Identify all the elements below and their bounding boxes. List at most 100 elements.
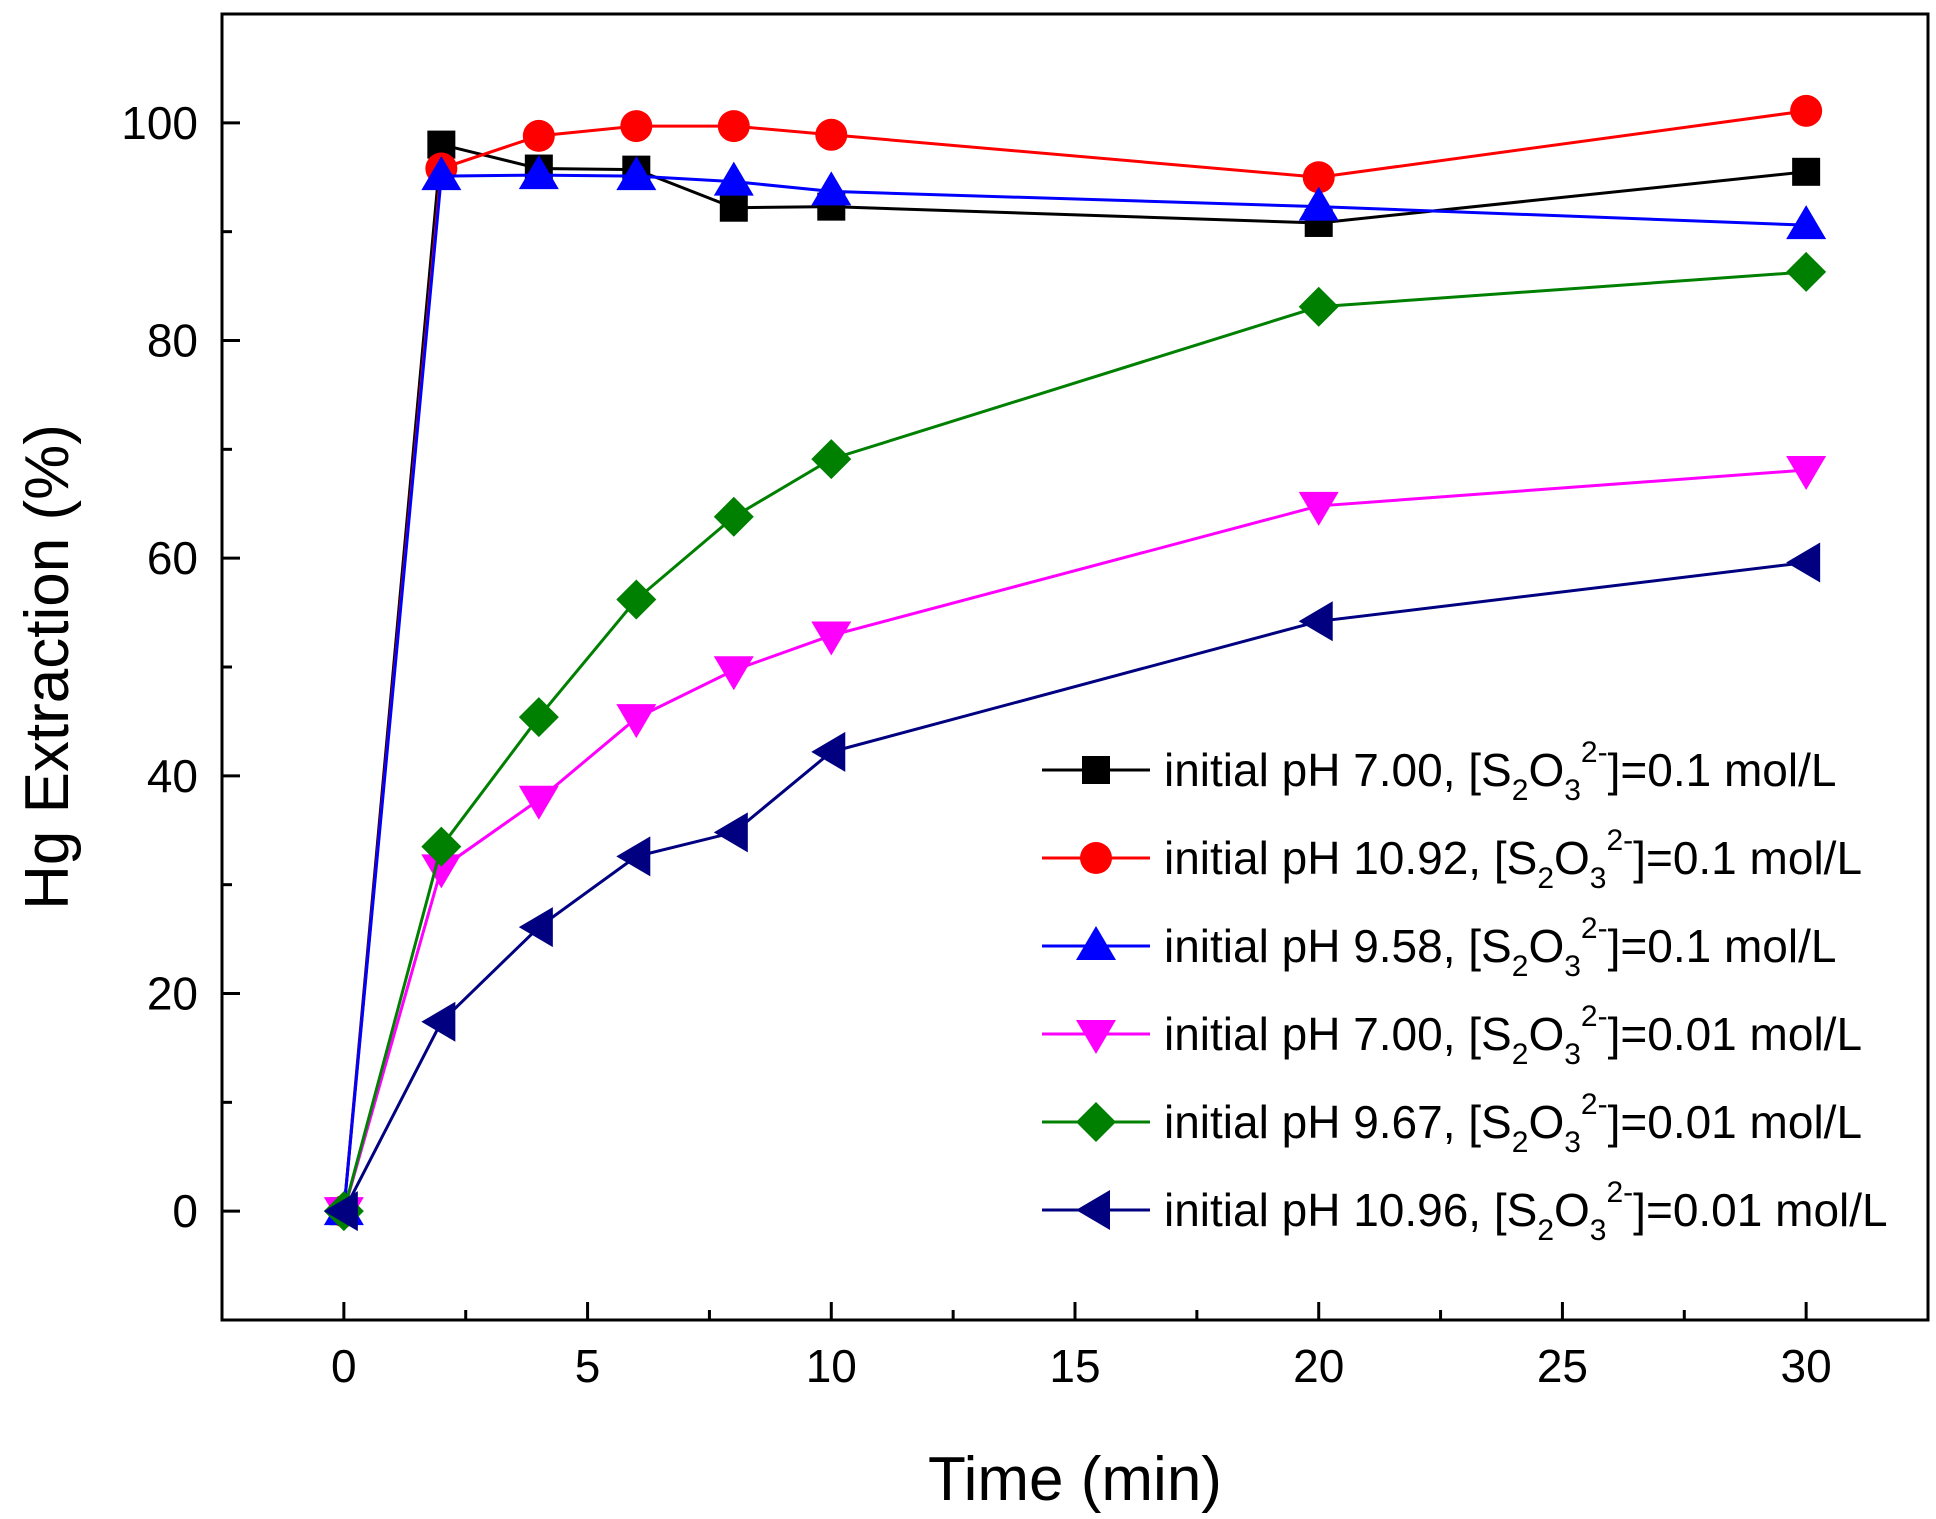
legend-prefix: initial pH 9.67, [S bbox=[1164, 1096, 1512, 1148]
data-point bbox=[421, 156, 462, 191]
legend-prefix: initial pH 9.58, [S bbox=[1164, 920, 1512, 972]
data-point bbox=[1298, 286, 1339, 327]
legend-oxygen: O bbox=[1554, 832, 1590, 884]
legend-suffix: ]=0.1 mol/L bbox=[1633, 832, 1862, 884]
data-point bbox=[1080, 842, 1112, 874]
data-point bbox=[811, 439, 852, 480]
y-tick-label: 100 bbox=[121, 97, 198, 149]
y-tick-label: 20 bbox=[147, 968, 198, 1020]
series-6 bbox=[323, 542, 1821, 1232]
data-point bbox=[620, 110, 653, 143]
data-point bbox=[1792, 157, 1821, 186]
y-tick-label: 60 bbox=[147, 532, 198, 584]
legend-superscript: 2- bbox=[1606, 1176, 1633, 1209]
legend-suffix: ]=0.01 mol/L bbox=[1608, 1008, 1862, 1060]
legend-label: initial pH 7.00, [S2O32-]=0.01 mol/L bbox=[1164, 1000, 1862, 1071]
data-point bbox=[717, 110, 750, 143]
data-point bbox=[713, 656, 754, 691]
data-point bbox=[616, 704, 657, 739]
legend-superscript: 2- bbox=[1581, 736, 1608, 769]
legend-label: initial pH 7.00, [S2O32-]=0.1 mol/L bbox=[1164, 736, 1836, 807]
legend-subscript: 2 bbox=[1512, 950, 1529, 983]
legend-subscript: 3 bbox=[1590, 1214, 1607, 1247]
data-point bbox=[616, 579, 657, 620]
series-line bbox=[342, 142, 1807, 1212]
data-point bbox=[518, 697, 559, 738]
legend-item: initial pH 7.00, [S2O32-]=0.1 mol/L bbox=[1042, 736, 1836, 807]
data-point bbox=[522, 119, 555, 152]
legend-item: initial pH 9.58, [S2O32-]=0.1 mol/L bbox=[1042, 912, 1836, 983]
legend-oxygen: O bbox=[1528, 1008, 1564, 1060]
x-axis-title: Time (min) bbox=[928, 1445, 1222, 1514]
data-point bbox=[1786, 456, 1827, 491]
data-point bbox=[1790, 94, 1823, 127]
legend-prefix: initial pH 7.00, [S bbox=[1164, 1008, 1512, 1060]
series-line bbox=[342, 270, 1807, 1212]
legend-subscript: 2 bbox=[1512, 1038, 1529, 1071]
x-tick-label: 15 bbox=[1049, 1340, 1100, 1392]
data-point bbox=[713, 496, 754, 537]
data-point bbox=[1082, 756, 1110, 784]
axes: 0 5 10 15 20 25 30 0 20 40 60 80 100 Time (min) Hg Ext… bbox=[13, 12, 1930, 1514]
series-layer bbox=[323, 94, 1827, 1232]
data-point bbox=[1076, 926, 1116, 960]
legend-oxygen: O bbox=[1554, 1184, 1590, 1236]
x-tick-label: 0 bbox=[331, 1340, 357, 1392]
data-point bbox=[1302, 161, 1335, 194]
legend-prefix: initial pH 10.96, [S bbox=[1164, 1184, 1537, 1236]
data-point bbox=[811, 171, 852, 206]
data-point bbox=[518, 785, 559, 820]
legend-subscript: 2 bbox=[1537, 862, 1554, 895]
series-5 bbox=[323, 251, 1827, 1232]
legend-superscript: 2- bbox=[1581, 1088, 1608, 1121]
legend-suffix: ]=0.01 mol/L bbox=[1608, 1096, 1862, 1148]
legend-subscript: 2 bbox=[1537, 1214, 1554, 1247]
legend-subscript: 3 bbox=[1590, 862, 1607, 895]
data-point bbox=[713, 161, 754, 196]
legend-prefix: initial pH 7.00, [S bbox=[1164, 744, 1512, 796]
x-tick-label: 5 bbox=[575, 1340, 601, 1392]
data-point bbox=[1076, 1190, 1110, 1230]
x-tick-label: 25 bbox=[1537, 1340, 1588, 1392]
data-point bbox=[713, 812, 748, 853]
data-point bbox=[616, 836, 651, 877]
legend-superscript: 2- bbox=[1581, 912, 1608, 945]
legend-label: initial pH 10.92, [S2O3 2-]=0.1 mol/L bbox=[1164, 824, 1862, 895]
data-point bbox=[1076, 1020, 1116, 1054]
legend-superscript: 2- bbox=[1581, 1000, 1608, 1033]
legend-oxygen: O bbox=[1528, 920, 1564, 972]
legend-label: initial pH 9.67, [S2O32-]=0.01 mol/L bbox=[1164, 1088, 1862, 1159]
series-1 bbox=[329, 130, 1821, 1226]
data-point bbox=[1786, 542, 1821, 583]
legend-label: initial pH 9.58, [S2O32-]=0.1 mol/L bbox=[1164, 912, 1836, 983]
legend-suffix: ]=0.01 mol/L bbox=[1633, 1184, 1887, 1236]
legend-oxygen: O bbox=[1528, 1096, 1564, 1148]
legend-label: initial pH 10.96, [S2O3 2-]=0.01 mol/L bbox=[1164, 1176, 1888, 1247]
data-point bbox=[421, 1001, 456, 1042]
legend-subscript: 3 bbox=[1564, 774, 1581, 807]
y-tick-label: 80 bbox=[147, 315, 198, 367]
data-point bbox=[811, 621, 852, 656]
data-point bbox=[421, 854, 462, 889]
data-point bbox=[1786, 205, 1827, 240]
legend-item: initial pH 10.96, [S2O3 2-]=0.01 mol/L bbox=[1042, 1176, 1888, 1247]
data-point bbox=[421, 826, 462, 867]
x-tick-label: 10 bbox=[806, 1340, 857, 1392]
legend-subscript: 3 bbox=[1564, 1038, 1581, 1071]
data-point bbox=[1076, 1102, 1116, 1142]
data-point bbox=[1298, 601, 1333, 642]
legend-subscript: 2 bbox=[1512, 1126, 1529, 1159]
data-point bbox=[1298, 491, 1339, 526]
x-tick-label: 20 bbox=[1293, 1340, 1344, 1392]
data-point bbox=[811, 731, 846, 772]
data-point bbox=[1786, 251, 1827, 292]
series-line bbox=[342, 173, 1807, 1212]
series-line bbox=[342, 109, 1807, 1212]
legend-oxygen: O bbox=[1528, 744, 1564, 796]
data-point bbox=[719, 193, 748, 222]
data-point bbox=[1298, 186, 1339, 221]
legend-prefix: initial pH 10.92, [S bbox=[1164, 832, 1537, 884]
legend-subscript: 3 bbox=[1564, 950, 1581, 983]
